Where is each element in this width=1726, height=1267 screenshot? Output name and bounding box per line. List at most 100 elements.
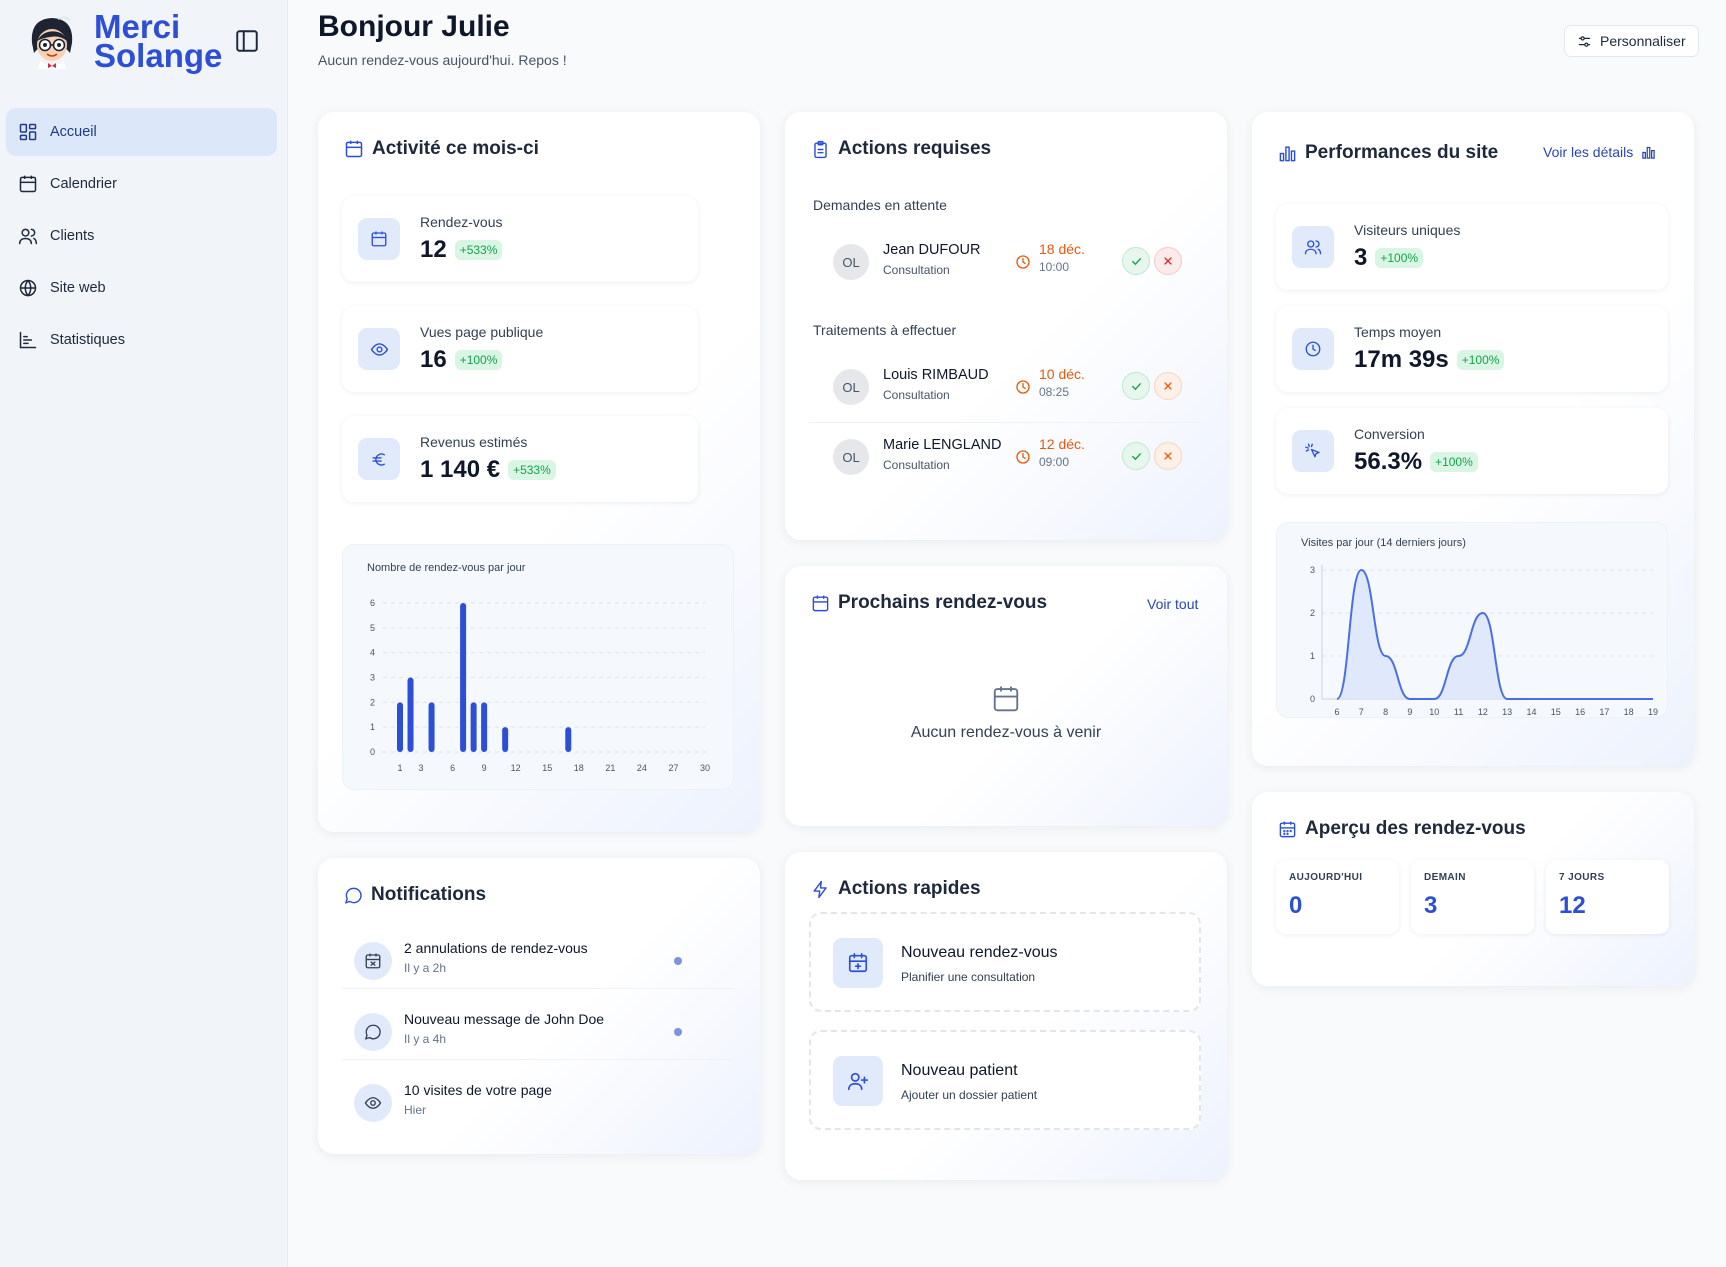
user-plus-icon — [848, 1072, 868, 1091]
x-tick-label: 17 — [1599, 707, 1609, 717]
upcoming-title-row: Prochains rendez-vous — [811, 592, 1047, 614]
stat-card-appointments[interactable]: Rendez-vous 12 +533% — [342, 196, 698, 282]
x-tick-label: 6 — [1334, 707, 1339, 717]
quick-action-title: Nouveau patient — [901, 1062, 1018, 1079]
cursor-click-icon — [1305, 443, 1320, 458]
stat-card-conversion[interactable]: Conversion 56.3% +100% — [1276, 408, 1668, 494]
pending-request-row[interactable]: OL Jean DUFOUR Consultation 18 déc. 10:0… — [809, 227, 1201, 297]
bar — [565, 727, 572, 752]
bar — [397, 702, 403, 752]
clock-icon — [1016, 450, 1030, 464]
customize-button[interactable]: Personnaliser — [1564, 25, 1699, 57]
globe-icon — [19, 279, 37, 297]
appointment-time: 10:00 — [1039, 260, 1070, 274]
mark-done-button[interactable] — [1122, 372, 1150, 400]
stat-badge: +100% — [1456, 350, 1505, 370]
stat-value: 12 — [420, 236, 447, 263]
x-tick-label: 15 — [1551, 707, 1561, 717]
client-name: Jean DUFOUR — [883, 242, 981, 258]
y-tick-label: 6 — [370, 598, 375, 608]
stat-badge: +533% — [508, 460, 556, 480]
brand-line-2: Solange — [94, 37, 223, 74]
x-tick-label: 1 — [397, 763, 402, 773]
treatment-row[interactable]: OL Louis RIMBAUD Consultation 10 déc. 08… — [809, 352, 1201, 422]
new-patient-button[interactable]: Nouveau patient Ajouter un dossier patie… — [809, 1030, 1201, 1130]
chart-title: Visites par jour (14 derniers jours) — [1301, 537, 1466, 549]
chart-title: Nombre de rendez-vous par jour — [367, 562, 526, 574]
sidebar-item-statistiques[interactable]: Statistiques — [6, 316, 277, 364]
sidebar-item-site-web[interactable]: Site web — [6, 264, 277, 312]
view-details-link[interactable]: Voir les détails — [1543, 144, 1656, 160]
reject-button[interactable] — [1154, 247, 1182, 275]
notification-icon-box — [354, 1084, 392, 1122]
stat-label: Temps moyen — [1354, 324, 1442, 340]
avatar: OL — [833, 244, 869, 280]
sidebar-item-label: Clients — [50, 228, 95, 244]
x-tick-label: 8 — [1383, 707, 1388, 717]
overview-tomorrow[interactable]: DEMAIN 3 — [1411, 860, 1534, 934]
sidebar-item-calendrier[interactable]: Calendrier — [6, 160, 277, 208]
overview-7-days[interactable]: 7 JOURS 12 — [1546, 860, 1669, 934]
logo[interactable]: Merci Solange — [24, 10, 223, 74]
overview-value: 12 — [1559, 892, 1586, 919]
actions-title: Actions requises — [838, 138, 992, 159]
cancel-button[interactable] — [1154, 372, 1182, 400]
overview-title: Aperçu des rendez-vous — [1305, 818, 1526, 839]
sidebar-item-label: Accueil — [50, 124, 97, 140]
y-tick-label: 0 — [1310, 694, 1315, 704]
activity-title: Activité ce mois-ci — [372, 138, 539, 159]
stat-icon-box — [358, 328, 400, 370]
sidebar-item-clients[interactable]: Clients — [6, 212, 277, 260]
activity-card: Activité ce mois-ci Rendez-vous 12 +533% … — [318, 112, 760, 832]
stat-card-page-views[interactable]: Vues page publique 16 +100% — [342, 306, 698, 392]
overview-label: 7 JOURS — [1559, 872, 1605, 883]
y-tick-label: 1 — [370, 722, 375, 732]
bar — [481, 702, 488, 752]
sidebar-item-accueil[interactable]: Accueil — [6, 108, 277, 156]
notification-item[interactable]: 10 visites de votre page Hier — [342, 1068, 734, 1138]
upcoming-appointments-card: Prochains rendez-vous Voir tout Aucun re… — [785, 566, 1227, 826]
new-appointment-button[interactable]: Nouveau rendez-vous Planifier une consul… — [809, 912, 1201, 1012]
notification-item[interactable]: 2 annulations de rendez-vous Il y a 2h — [342, 926, 734, 996]
bar — [460, 603, 467, 752]
x-tick-label: 18 — [574, 763, 584, 773]
x-tick-label: 18 — [1624, 707, 1634, 717]
y-tick-label: 0 — [370, 747, 375, 757]
mark-done-button[interactable] — [1122, 442, 1150, 470]
notification-icon-box — [354, 942, 392, 980]
stat-card-unique-visitors[interactable]: Visiteurs uniques 3 +100% — [1276, 204, 1668, 290]
quick-action-icon-box — [833, 1056, 883, 1106]
y-tick-label: 5 — [370, 623, 375, 633]
notifications-title-row: Notifications — [344, 884, 486, 906]
close-icon — [1164, 452, 1172, 460]
cancel-button[interactable] — [1154, 442, 1182, 470]
notifications-title: Notifications — [371, 884, 487, 905]
stat-card-revenue[interactable]: Revenus estimés 1 140 € +533% — [342, 416, 698, 502]
treatment-row[interactable]: OL Marie LENGLAND Consultation 12 déc. 0… — [809, 422, 1201, 492]
see-all-link[interactable]: Voir tout — [1147, 596, 1199, 612]
stat-value: 1 140 € — [420, 456, 501, 483]
notification-item[interactable]: Nouveau message de John Doe Il y a 4h — [342, 997, 734, 1067]
appointment-date: 10 déc. — [1039, 366, 1085, 382]
stat-card-average-time[interactable]: Temps moyen 17m 39s +100% — [1276, 306, 1668, 392]
appointment-type: Consultation — [883, 458, 950, 472]
clock-icon — [1016, 255, 1030, 269]
notification-time: Hier — [404, 1103, 427, 1117]
accept-button[interactable] — [1122, 247, 1150, 275]
client-name: Louis RIMBAUD — [883, 367, 989, 383]
sidebar-item-label: Calendrier — [50, 176, 117, 192]
check-icon — [1131, 382, 1141, 390]
overview-today[interactable]: AUJOURD'HUI 0 — [1276, 860, 1399, 934]
x-tick-label: 24 — [637, 763, 647, 773]
calendar-icon — [345, 140, 363, 158]
close-icon — [1164, 257, 1172, 265]
customize-label: Personnaliser — [1600, 33, 1686, 49]
mascot-icon — [31, 16, 73, 69]
stat-icon-box — [1292, 430, 1334, 472]
sidebar-toggle-icon[interactable] — [234, 28, 260, 54]
stat-icon-box — [1292, 328, 1334, 370]
notification-text: Nouveau message de John Doe — [404, 1011, 605, 1027]
client-name: Marie LENGLAND — [883, 437, 1002, 453]
users-icon — [1304, 240, 1322, 255]
